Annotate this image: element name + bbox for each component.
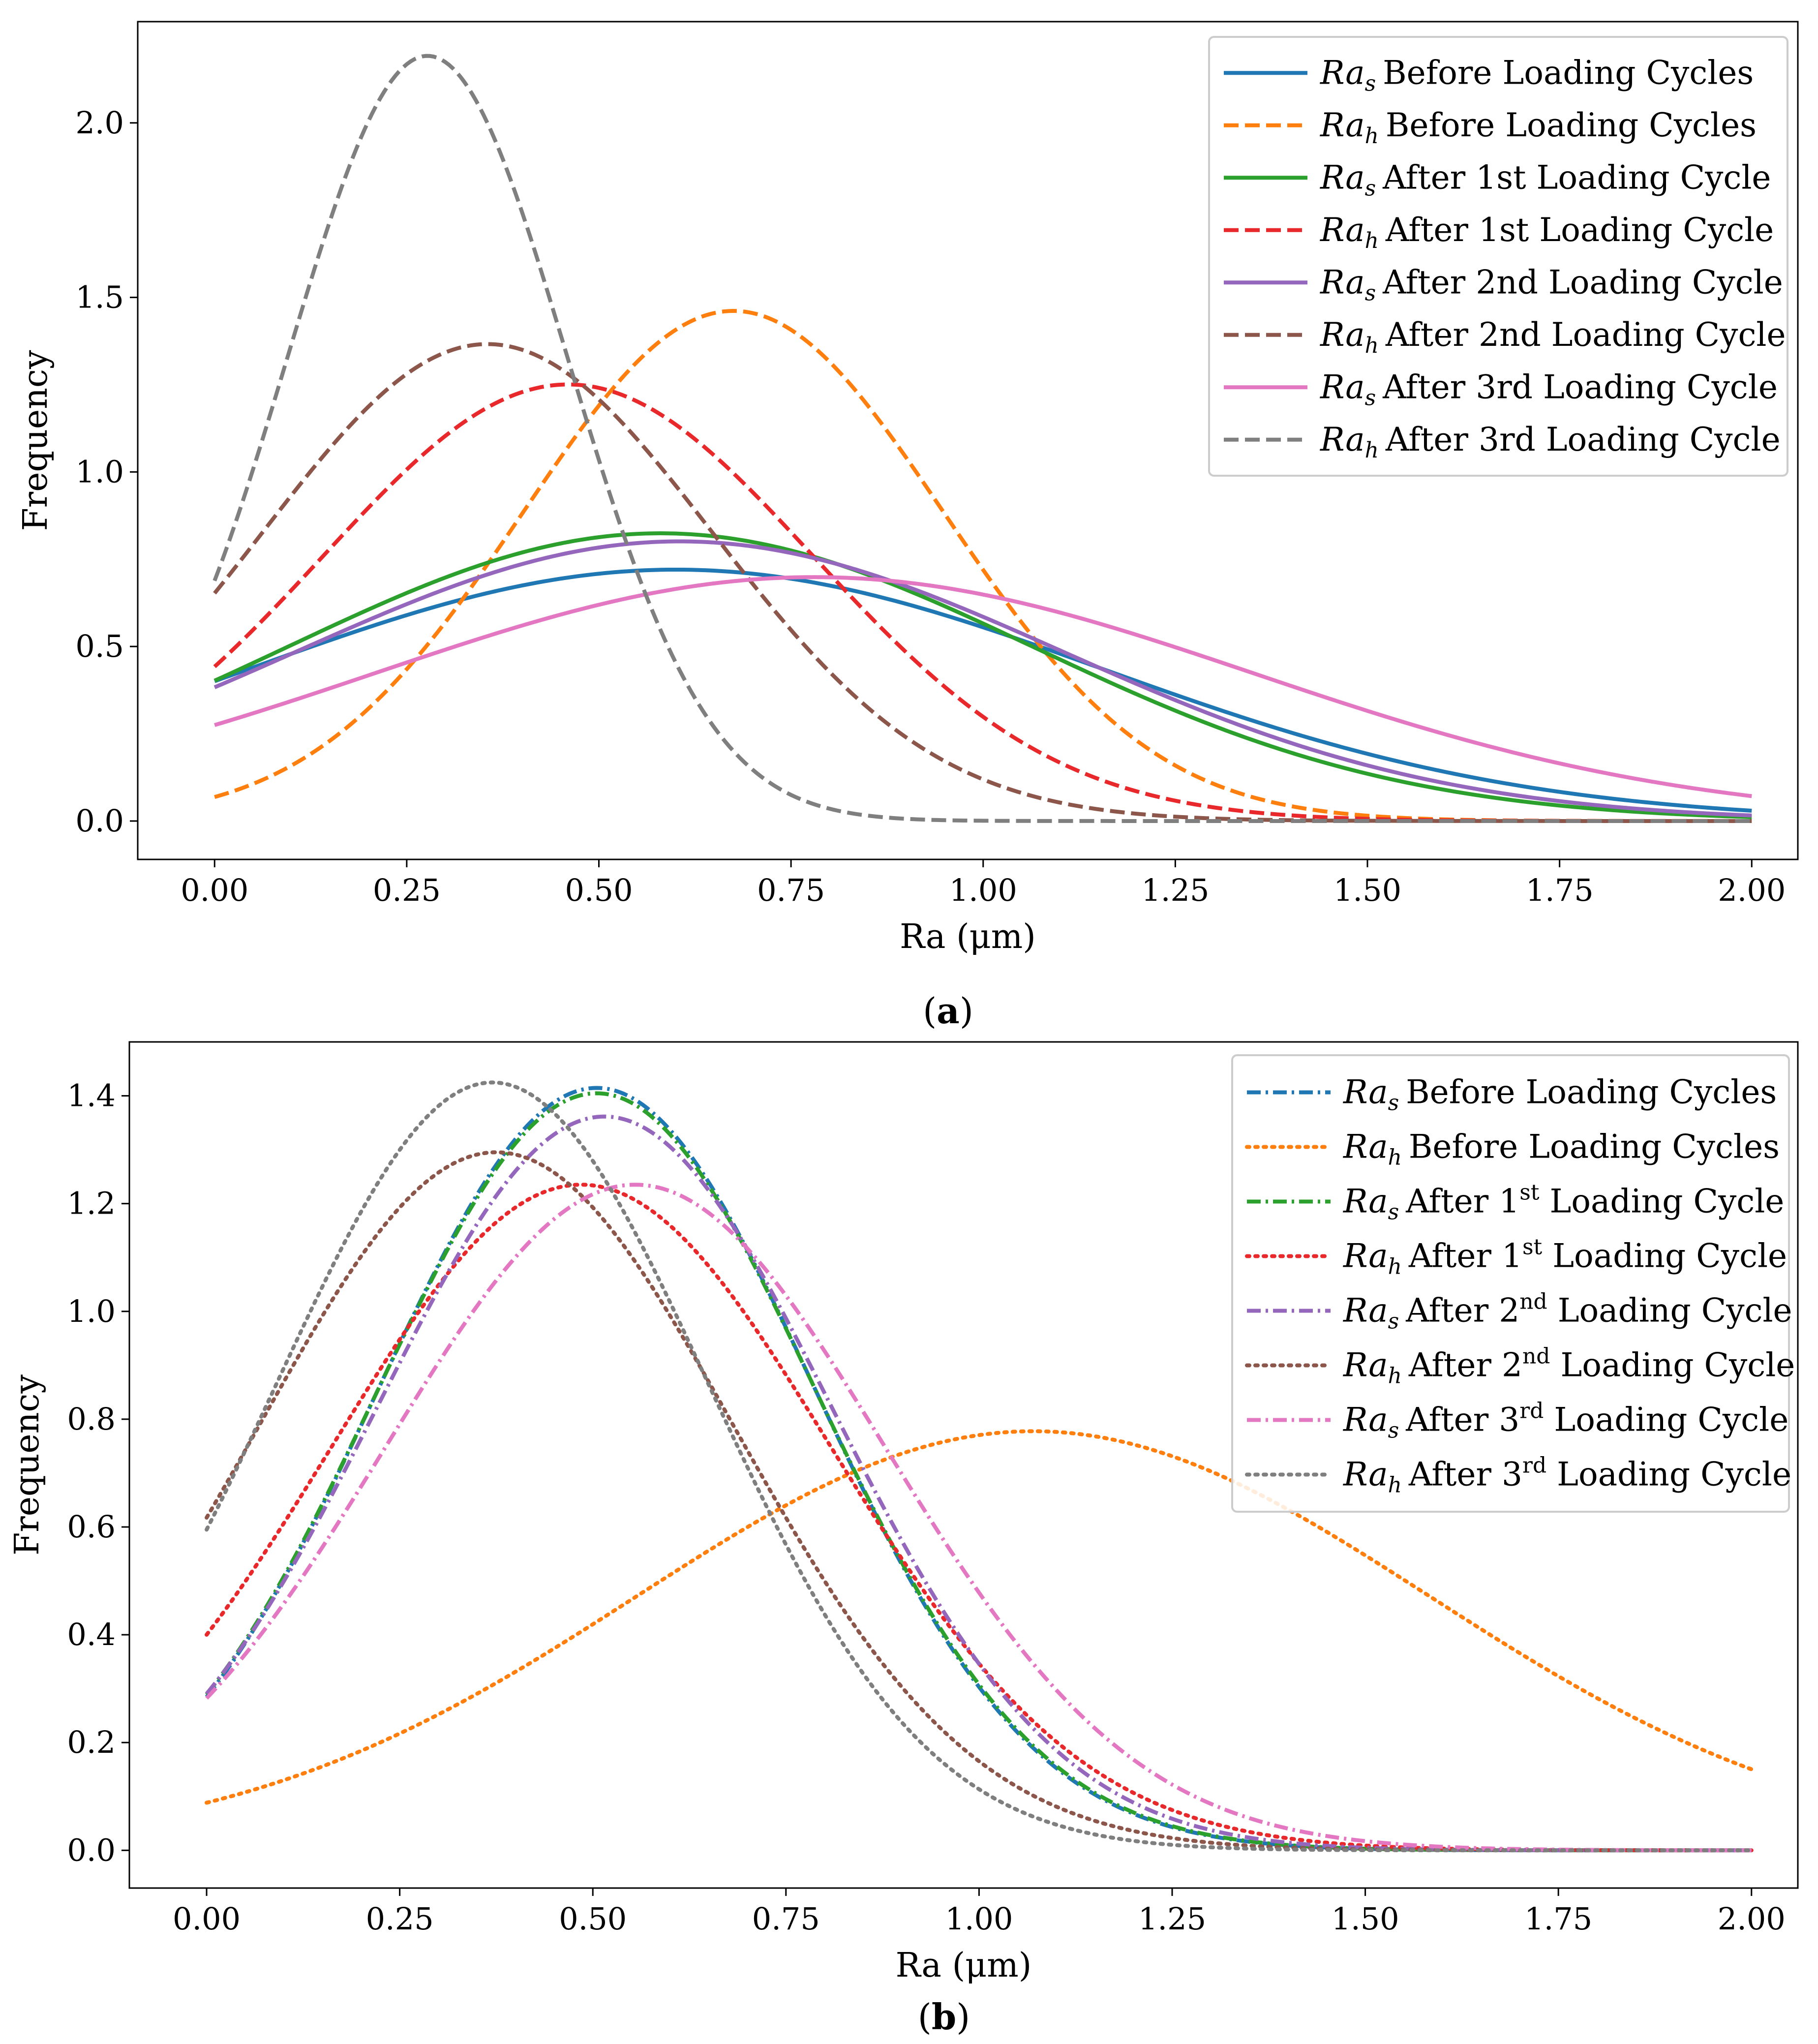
legend-entry-4: Rah After 1st Loading Cycle bbox=[1320, 211, 1774, 253]
legend-entry-3: Ras After 1st Loading Cycle bbox=[1320, 158, 1771, 201]
x-tick-label: 0.00 bbox=[181, 872, 248, 908]
legend-box bbox=[1231, 1054, 1790, 1513]
y-tick-label: 1.5 bbox=[75, 279, 124, 315]
x-tick-label: 0.50 bbox=[565, 872, 633, 908]
y-tick-label: 1.4 bbox=[67, 1078, 116, 1114]
series-line-1 bbox=[205, 1086, 1752, 1853]
series-line-8 bbox=[212, 54, 1752, 823]
legend-entry-4: Rah After 1st Loading Cycle bbox=[1343, 1235, 1787, 1280]
x-axis-label: Ra (μm) bbox=[900, 917, 1036, 956]
x-tick-label: 0.25 bbox=[366, 1901, 434, 1937]
y-tick-label: 0.4 bbox=[67, 1617, 116, 1652]
x-tick-label: 1.00 bbox=[945, 1901, 1013, 1937]
series-line-1 bbox=[213, 567, 1752, 813]
x-tick-label: 2.00 bbox=[1718, 872, 1786, 908]
series-line-7 bbox=[214, 575, 1752, 798]
y-tick-label: 1.2 bbox=[67, 1186, 116, 1221]
y-tick-label: 0.5 bbox=[75, 628, 124, 664]
panel-b-chart: 0.00 0.25 0.50 0.75 1.00 1.25 1.50 1.75 2.00 0.0 0… bbox=[8, 1041, 1799, 2038]
legend-entry-3: Ras After 1st Loading Cycle bbox=[1343, 1180, 1784, 1225]
plot-frame bbox=[137, 21, 1799, 860]
series-line-5 bbox=[213, 539, 1752, 818]
x-tick-label: 1.75 bbox=[1526, 872, 1594, 908]
panel-a-chart: 0.00 0.25 0.50 0.75 1.00 1.25 1.50 1.75 2.00 0.0 0… bbox=[16, 21, 1799, 1032]
x-tick-label: 0.75 bbox=[757, 872, 825, 908]
plot-frame bbox=[128, 1041, 1799, 1889]
legend-entry-6: Rah After 2nd Loading Cycle bbox=[1343, 1344, 1795, 1389]
series-lines bbox=[212, 54, 1752, 823]
legend-entry-7: Ras After 3rd Loading Cycle bbox=[1343, 1399, 1788, 1443]
y-tick-label: 2.0 bbox=[75, 105, 124, 141]
x-tick-label: 1.50 bbox=[1333, 872, 1401, 908]
x-tick-label: 2.00 bbox=[1718, 1901, 1786, 1937]
x-tick-label: 1.50 bbox=[1332, 1901, 1399, 1937]
legend-entry-2: Rah Before Loading Cycles bbox=[1320, 106, 1757, 149]
series-lines bbox=[205, 1080, 1754, 1853]
legend-entry-1: Ras Before Loading Cycles bbox=[1343, 1073, 1777, 1116]
y-tick-label: 0.8 bbox=[67, 1401, 116, 1437]
y-tick-label: 1.0 bbox=[75, 454, 124, 489]
legend: Ras Before Loading Cycles Rah Before Loadin… bbox=[1208, 36, 1788, 477]
x-tick-label: 0.25 bbox=[373, 872, 441, 908]
panel-caption: (a) bbox=[923, 990, 973, 1032]
series-line-3 bbox=[213, 531, 1752, 820]
x-tick-label: 0.00 bbox=[173, 1901, 241, 1937]
legend-entry-7: Ras After 3rd Loading Cycle bbox=[1320, 368, 1778, 410]
y-axis-label: Frequency bbox=[8, 1374, 47, 1556]
y-tick-label: 0.0 bbox=[75, 803, 124, 839]
x-tick-label: 0.50 bbox=[559, 1901, 627, 1937]
legend-box bbox=[1208, 36, 1788, 477]
series-line-8 bbox=[205, 1080, 1754, 1853]
legend-entry-8: Rah After 3rd Loading Cycle bbox=[1320, 421, 1781, 463]
y-axis-label: Frequency bbox=[16, 350, 55, 531]
legend-entry-2: Rah Before Loading Cycles bbox=[1343, 1128, 1780, 1170]
y-tick-label: 1.0 bbox=[67, 1293, 116, 1329]
panel-caption: (b) bbox=[918, 1996, 970, 2038]
legend: Ras Before Loading Cycles Rah Before Loadin… bbox=[1231, 1054, 1795, 1513]
y-tick-label: 0.0 bbox=[67, 1832, 116, 1868]
legend-entry-1: Ras Before Loading Cycles bbox=[1320, 54, 1754, 96]
x-tick-label: 1.00 bbox=[949, 872, 1017, 908]
legend-entry-6: Rah After 2nd Loading Cycle bbox=[1320, 316, 1786, 358]
series-line-2 bbox=[205, 1429, 1754, 1805]
series-line-5 bbox=[205, 1114, 1752, 1853]
legend-entry-5: Ras After 2nd Loading Cycle bbox=[1320, 263, 1783, 305]
y-tick-label: 0.2 bbox=[67, 1724, 116, 1760]
x-tick-label: 0.75 bbox=[752, 1901, 820, 1937]
x-tick-label: 1.75 bbox=[1524, 1901, 1592, 1937]
x-tick-label: 1.25 bbox=[1138, 1901, 1206, 1937]
x-axis-label: Ra (μm) bbox=[896, 1946, 1032, 1985]
legend-entry-8: Rah After 3rd Loading Cycle bbox=[1343, 1453, 1791, 1498]
legend-entry-5: Ras After 2nd Loading Cycle bbox=[1343, 1289, 1792, 1334]
y-tick-label: 0.6 bbox=[67, 1509, 116, 1545]
x-tick-label: 1.25 bbox=[1141, 872, 1209, 908]
